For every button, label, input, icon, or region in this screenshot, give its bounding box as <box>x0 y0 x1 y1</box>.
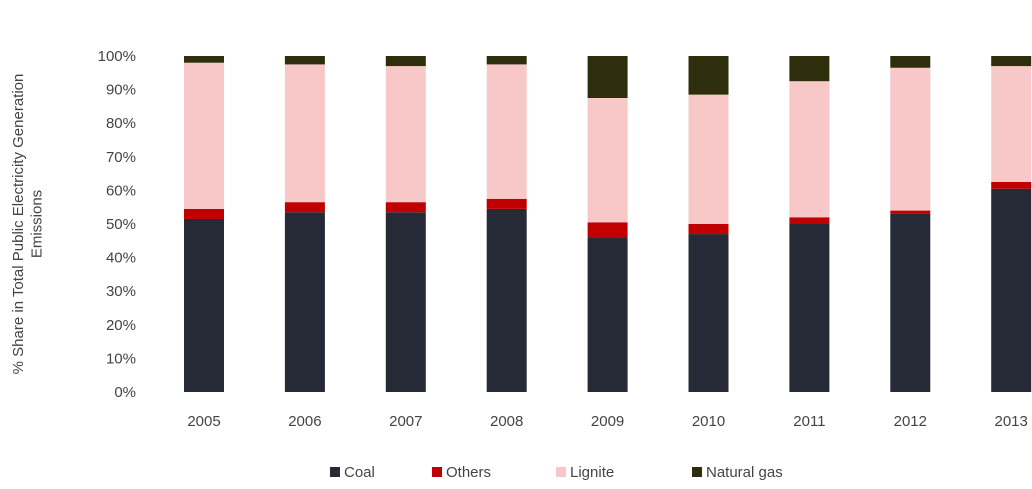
bar-segment-others <box>587 222 628 238</box>
y-tick-label: 70% <box>106 149 136 166</box>
bar-segment-natural-gas <box>991 56 1032 67</box>
bar-segment-coal <box>184 218 224 392</box>
legend: Coal Others Lignite Natural gas <box>330 464 783 481</box>
bar-segment-coal <box>587 237 628 392</box>
legend-label: Natural gas <box>706 464 783 481</box>
y-tick-label: 10% <box>106 350 136 367</box>
bar-segment-lignite <box>385 66 426 203</box>
x-tick-label: 2012 <box>894 413 927 430</box>
y-axis-title-text: % Share in Total Public Electricity Gene… <box>10 74 46 375</box>
x-tick-label: 2011 <box>793 413 825 430</box>
x-tick-label: 2010 <box>692 413 725 430</box>
x-axis-ticks: 2005 2006 2007 2008 2009 2010 2011 2012 2013 <box>187 413 1028 430</box>
bar-segment-coal <box>688 234 729 392</box>
bar-segment-natural-gas <box>688 56 729 95</box>
bar-segment-natural-gas <box>385 56 426 67</box>
bar-segment-lignite <box>587 98 628 223</box>
x-tick-label: 2006 <box>288 413 321 430</box>
bar-segment-others <box>688 224 729 235</box>
legend-label: Coal <box>344 464 375 481</box>
y-tick-label: 90% <box>106 82 136 99</box>
bar-segment-natural-gas <box>890 56 931 68</box>
y-tick-label: 30% <box>106 283 136 300</box>
bar-segment-lignite <box>890 67 931 211</box>
y-tick-label: 50% <box>106 216 136 233</box>
y-tick-label: 20% <box>106 317 136 334</box>
y-axis-title: % Share in Total Public Electricity Gene… <box>10 74 46 375</box>
y-tick-label: 40% <box>106 250 136 267</box>
legend-swatch <box>330 467 340 477</box>
legend-swatch <box>432 467 442 477</box>
bar-segment-lignite <box>486 64 527 199</box>
x-tick-label: 2013 <box>995 413 1028 430</box>
y-axis-ticks: 0% 10% 20% 30% 40% 50% 60% 70% 80% 90% 100% <box>98 48 136 401</box>
bar-segment-natural-gas <box>789 56 830 82</box>
bar-segment-others <box>486 198 527 209</box>
y-tick-label: 100% <box>98 48 136 65</box>
bar-segment-others <box>789 217 830 224</box>
bar-segment-lignite <box>789 81 830 218</box>
bar-segment-lignite <box>184 62 224 209</box>
x-tick-label: 2005 <box>187 413 220 430</box>
legend-swatch <box>556 467 566 477</box>
bar-segment-coal <box>284 212 325 392</box>
legend-item-lignite: Lignite <box>556 464 614 481</box>
bar-segment-coal <box>385 212 426 392</box>
bar-segment-others <box>284 202 325 213</box>
bar-segment-others <box>890 210 931 214</box>
bar-segment-lignite <box>688 94 729 224</box>
bar-segment-natural-gas <box>587 56 628 98</box>
bar-segment-lignite <box>991 66 1032 182</box>
bar-segment-natural-gas <box>184 56 224 63</box>
bar-segment-others <box>184 208 224 219</box>
y-tick-label: 0% <box>114 384 136 401</box>
legend-label: Others <box>446 464 491 481</box>
bars <box>184 56 1032 392</box>
bar-segment-others <box>991 182 1032 189</box>
bar-segment-coal <box>486 208 527 392</box>
bar-segment-coal <box>890 213 931 392</box>
bar-segment-natural-gas <box>284 56 325 65</box>
y-tick-label: 60% <box>106 182 136 199</box>
legend-swatch <box>692 467 702 477</box>
bar-segment-coal <box>991 188 1032 392</box>
bar-segment-natural-gas <box>486 56 527 65</box>
legend-item-natural-gas: Natural gas <box>692 464 783 481</box>
x-tick-label: 2007 <box>389 413 422 430</box>
legend-item-others: Others <box>432 464 491 481</box>
x-tick-label: 2009 <box>591 413 624 430</box>
bar-segment-coal <box>789 224 830 392</box>
y-tick-label: 80% <box>106 115 136 132</box>
legend-item-coal: Coal <box>330 464 375 481</box>
bar-segment-others <box>385 202 426 213</box>
x-tick-label: 2008 <box>490 413 523 430</box>
bar-segment-lignite <box>284 64 325 203</box>
legend-label: Lignite <box>570 464 614 481</box>
